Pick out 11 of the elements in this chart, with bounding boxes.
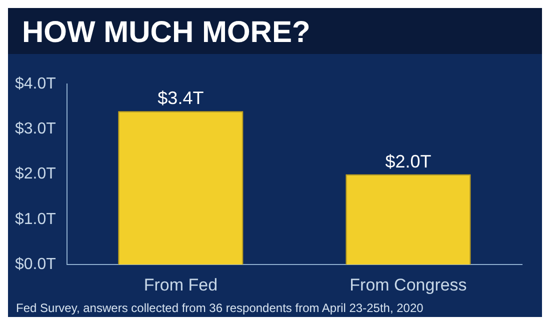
y-tick-label: $3.0T bbox=[14, 120, 56, 138]
y-tick-label: $1.0T bbox=[14, 210, 56, 228]
y-tick-label: $2.0T bbox=[14, 166, 56, 183]
data-label: $2.0T bbox=[385, 151, 432, 172]
y-tick-label: $0.0T bbox=[14, 256, 56, 274]
data-label: $3.4T bbox=[158, 88, 204, 108]
x-tick-label: From Congress bbox=[350, 275, 467, 294]
chart-title: HOW MUCH MORE? bbox=[8, 8, 542, 54]
x-tick-label: From Fed bbox=[144, 275, 218, 294]
text: Fed Survey, answers collected from 36 respondents from April 23-25th, 2020 bbox=[15, 300, 424, 317]
y-tick-label: $4.0T bbox=[14, 75, 56, 92]
